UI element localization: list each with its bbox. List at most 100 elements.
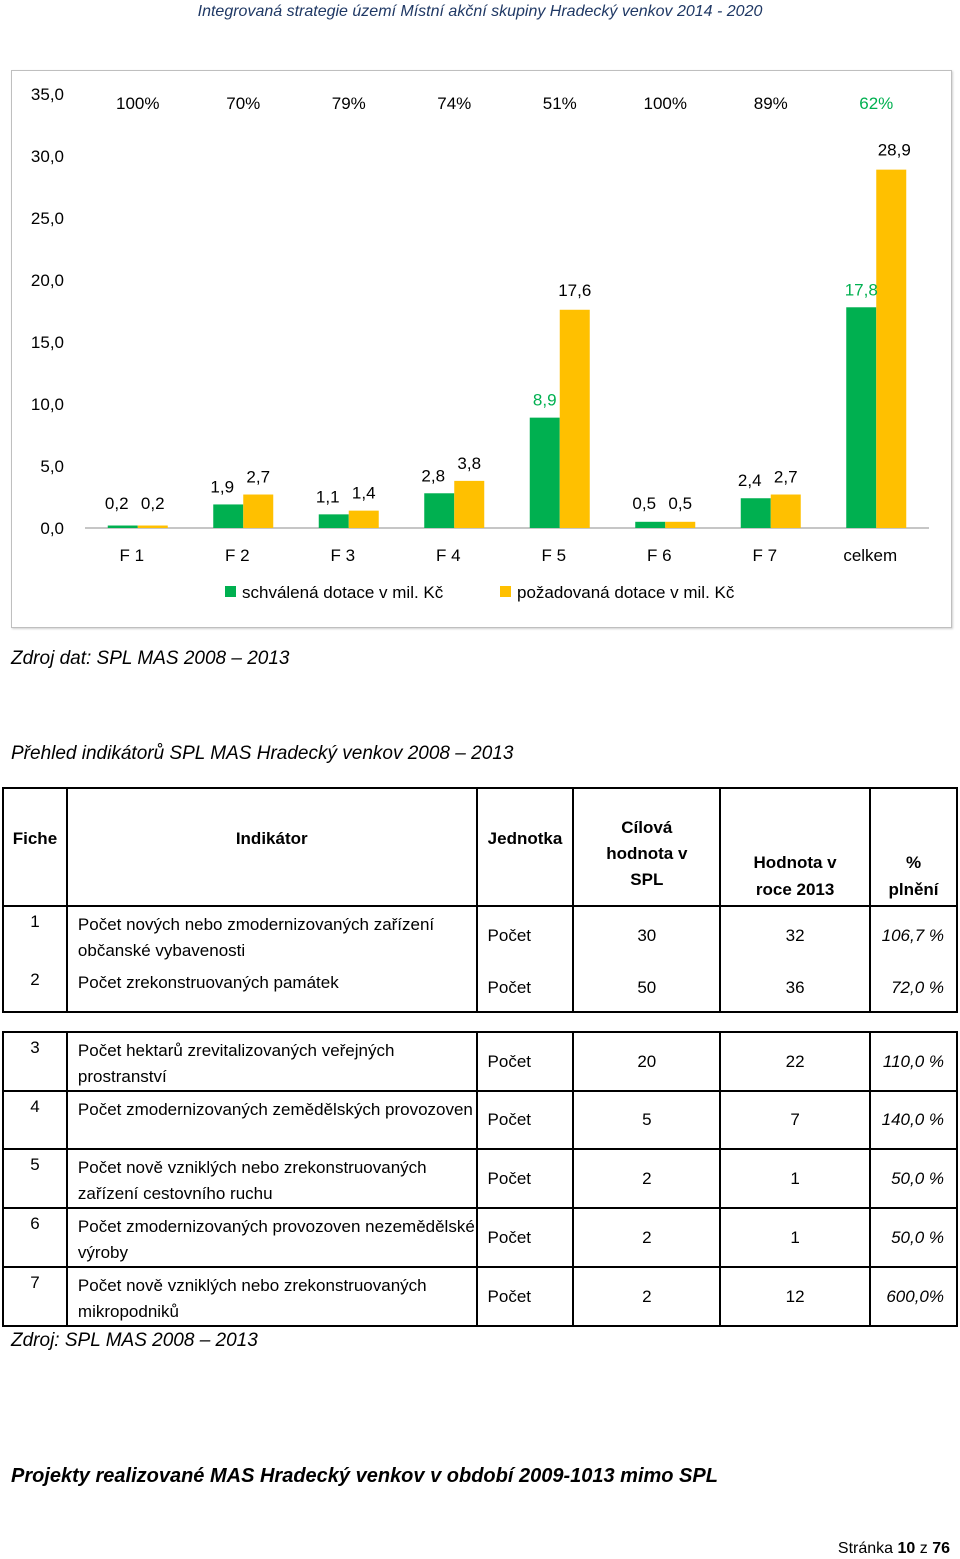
percent-label: 100% xyxy=(644,94,687,113)
cell-cilova-hodnota: 30 xyxy=(572,906,722,965)
percent-label: 70% xyxy=(226,94,260,113)
percent-label: 74% xyxy=(437,94,471,113)
value-label-pozadovana: 2,7 xyxy=(774,468,798,487)
cell-fiche: 4 xyxy=(2,1091,68,1150)
x-tick-label: F 1 xyxy=(119,546,144,565)
x-tick-label: F 5 xyxy=(541,546,566,565)
bar-schvalena-3 xyxy=(318,514,349,528)
value-label-schvalena: 1,9 xyxy=(210,477,234,496)
legend-label-pozadovana: požadovaná dotace v mil. Kč xyxy=(517,583,735,602)
legend-label-schvalena: schválená dotace v mil. Kč xyxy=(242,583,444,602)
bar-schvalena-2 xyxy=(213,504,244,528)
value-label-schvalena: 0,5 xyxy=(632,494,656,513)
value-label-pozadovana: 3,8 xyxy=(457,454,481,473)
y-tick-label: 20,0 xyxy=(31,271,64,290)
legend-swatch-pozadovana xyxy=(500,586,511,597)
bar-schvalena-1 xyxy=(107,525,138,528)
percent-label: 79% xyxy=(332,94,366,113)
y-tick-label: 0,0 xyxy=(40,519,64,538)
value-label-pozadovana: 1,4 xyxy=(352,484,376,503)
bar-schvalena-8 xyxy=(846,307,877,528)
percent-label: 100% xyxy=(116,94,159,113)
x-tick-label: F 7 xyxy=(752,546,777,565)
cell-cilova-hodnota: 2 xyxy=(572,1208,722,1268)
cell-indikator: Počet nově vzniklých nebo zrekonstruovan… xyxy=(65,1149,478,1209)
value-label-pozadovana: 17,6 xyxy=(558,281,591,300)
table-row: 7 Počet nově vzniklých nebo zrekonstruova… xyxy=(2,1267,958,1327)
cell-procento-plneni: 600,0% xyxy=(869,1267,958,1327)
bar-pozadovana-6 xyxy=(665,521,696,528)
document-header-title: Integrovaná strategie území Místní akční… xyxy=(197,3,763,20)
y-tick-label: 25,0 xyxy=(31,209,64,228)
percent-label: 51% xyxy=(543,94,577,113)
bar-pozadovana-5 xyxy=(559,309,590,528)
cell-cilova-hodnota: 5 xyxy=(572,1091,722,1150)
cell-jednotka: Počet xyxy=(475,1149,575,1209)
table-source-caption: Zdroj: SPL MAS 2008 – 2013 xyxy=(11,1330,258,1351)
y-tick-label: 30,0 xyxy=(31,147,64,166)
value-label-pozadovana: 28,9 xyxy=(878,141,911,160)
header-indikator: Indikátor xyxy=(65,787,478,907)
header-procento-plneni: % plnění xyxy=(869,787,958,907)
bar-schvalena-7 xyxy=(740,498,771,528)
cell-fiche: 7 xyxy=(2,1267,68,1327)
cell-fiche: 6 xyxy=(2,1208,68,1268)
y-tick-label: 10,0 xyxy=(31,395,64,414)
cell-indikator: Počet nově vzniklých nebo zrekonstruovan… xyxy=(65,1267,478,1327)
cell-hodnota-2013: 32 xyxy=(719,906,872,965)
value-label-schvalena: 8,9 xyxy=(533,391,557,410)
value-label-schvalena: 17,8 xyxy=(845,280,878,299)
cell-procento-plneni: 50,0 % xyxy=(869,1149,958,1209)
x-tick-label: celkem xyxy=(843,546,897,565)
table-header-row: Fiche Indikátor Jednotka Cílová hodnota … xyxy=(2,787,958,907)
cell-cilova-hodnota: 2 xyxy=(572,1267,722,1327)
header-cilova-hodnota: Cílová hodnota v SPL xyxy=(572,787,722,907)
cell-hodnota-2013: 1 xyxy=(719,1149,872,1209)
table-row: 3 Počet hektarů zrevitalizovaných veřejný… xyxy=(2,1031,958,1092)
cell-indikator: Počet zrekonstruovaných památek xyxy=(65,965,478,1013)
bar-pozadovana-1 xyxy=(137,525,168,528)
footer-separator: z xyxy=(919,1540,928,1557)
footer-total-pages: 76 xyxy=(932,1540,950,1557)
cell-hodnota-2013: 22 xyxy=(719,1031,872,1092)
value-label-schvalena: 2,4 xyxy=(738,471,762,490)
section-title: Projekty realizované MAS Hradecký venkov… xyxy=(11,1465,718,1487)
value-label-schvalena: 0,2 xyxy=(105,494,129,513)
cell-indikator: Počet zmodernizovaných zemědělských prov… xyxy=(65,1091,478,1150)
table-title: Přehled indikátorů SPL MAS Hradecký venk… xyxy=(11,743,514,764)
x-tick-label: F 4 xyxy=(436,546,461,565)
bar-schvalena-5 xyxy=(529,417,560,528)
cell-procento-plneni: 110,0 % xyxy=(869,1031,958,1092)
table-row: 1 Počet nových nebo zmodernizovaných zaří… xyxy=(2,906,958,965)
x-tick-label: F 2 xyxy=(225,546,250,565)
cell-hodnota-2013: 1 xyxy=(719,1208,872,1268)
cell-indikator: Počet hektarů zrevitalizovaných veřejnýc… xyxy=(65,1031,478,1092)
cell-fiche: 2 xyxy=(2,965,68,1013)
header-jednotka: Jednotka xyxy=(475,787,575,907)
cell-cilova-hodnota: 50 xyxy=(572,965,722,1013)
page-footer: Stránka 10 z 76 xyxy=(838,1540,950,1558)
percent-label: 89% xyxy=(754,94,788,113)
cell-jednotka: Počet xyxy=(475,1031,575,1092)
cell-cilova-hodnota: 20 xyxy=(572,1031,722,1092)
legend-swatch-schvalena xyxy=(225,586,236,597)
cell-jednotka: Počet xyxy=(475,1091,575,1150)
cell-cilova-hodnota: 2 xyxy=(572,1149,722,1209)
cell-indikator: Počet zmodernizovaných provozoven nezemě… xyxy=(65,1208,478,1268)
header-fiche: Fiche xyxy=(2,787,68,907)
value-label-schvalena: 1,1 xyxy=(316,487,340,506)
chart-svg: 0,0 5,0 10,0 15,0 20,0 25,0 30,0 35,0 0,2 0,2 100%… xyxy=(31,85,929,602)
x-tick-label: F 6 xyxy=(647,546,672,565)
cell-hodnota-2013: 36 xyxy=(719,965,872,1013)
table-body: 1 Počet nových nebo zmodernizovaných zaří… xyxy=(2,906,958,1327)
value-label-schvalena: 2,8 xyxy=(421,466,445,485)
y-tick-label: 5,0 xyxy=(40,457,64,476)
cell-fiche: 1 xyxy=(2,906,68,965)
cell-fiche: 5 xyxy=(2,1149,68,1209)
table-row: 2 Počet zrekonstruovaných památek Počet 50 3… xyxy=(2,965,958,1013)
bar-schvalena-6 xyxy=(635,521,666,528)
bar-schvalena-4 xyxy=(424,493,455,528)
y-tick-label: 35,0 xyxy=(31,85,64,104)
subsidy-chart: 0,0 5,0 10,0 15,0 20,0 25,0 30,0 35,0 0,2 0,2 100%… xyxy=(11,70,952,628)
header-hodnota-2013: Hodnota v roce 2013 xyxy=(719,787,872,907)
